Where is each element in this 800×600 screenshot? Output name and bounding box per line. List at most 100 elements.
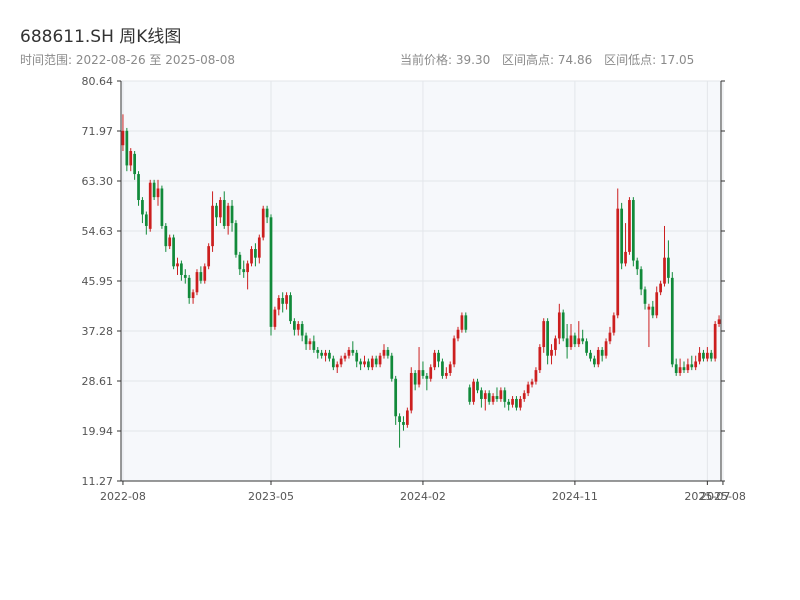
candle-body xyxy=(635,260,639,270)
candle-body xyxy=(281,298,285,304)
candle-body xyxy=(670,277,674,365)
candle xyxy=(464,312,468,333)
candle xyxy=(351,341,355,356)
candle xyxy=(593,355,596,368)
candle-body xyxy=(511,398,514,405)
candle-body xyxy=(698,352,701,362)
candle-body xyxy=(495,396,499,399)
candle-body xyxy=(207,246,211,267)
candle-body xyxy=(577,338,581,345)
candle-body xyxy=(585,341,588,353)
candle xyxy=(281,292,285,313)
candle xyxy=(476,378,479,394)
candle-body xyxy=(526,384,530,394)
candle xyxy=(491,393,495,405)
candle xyxy=(304,332,308,350)
candle-body xyxy=(172,237,175,267)
candle-body xyxy=(491,396,495,402)
candle-body xyxy=(550,349,553,356)
candle xyxy=(378,352,382,368)
candle-body xyxy=(542,321,546,348)
candle xyxy=(468,384,472,405)
x-tick-label: 2024-11 xyxy=(552,490,598,503)
candle xyxy=(195,269,199,296)
candle xyxy=(277,295,281,316)
candle xyxy=(137,171,140,206)
candle-body xyxy=(285,295,288,304)
candle xyxy=(156,179,160,206)
candle xyxy=(717,315,721,327)
candle xyxy=(686,358,690,373)
candle xyxy=(312,335,316,353)
candle xyxy=(596,347,600,368)
candle xyxy=(413,370,417,391)
candle xyxy=(261,205,265,241)
candle xyxy=(620,202,624,270)
candle xyxy=(211,191,214,252)
candle xyxy=(296,321,300,336)
candle xyxy=(187,274,191,304)
chart-title: 688611.SH 周K线图 xyxy=(20,27,182,47)
candle-body xyxy=(293,321,296,330)
candle xyxy=(402,416,405,431)
candle-body xyxy=(359,361,362,365)
candle xyxy=(635,257,639,275)
candle-body xyxy=(300,323,304,336)
candle xyxy=(655,286,659,319)
candle-body xyxy=(476,381,479,391)
candle-body xyxy=(320,352,324,356)
candle-body xyxy=(195,272,199,293)
candle-body xyxy=(230,205,234,224)
candle xyxy=(293,318,296,336)
candle xyxy=(191,289,195,304)
candle-body xyxy=(339,358,343,365)
candle xyxy=(444,367,448,379)
candle xyxy=(359,358,362,371)
candle-body xyxy=(616,208,620,316)
candle-body xyxy=(554,338,557,350)
candle-body xyxy=(515,398,518,408)
candle xyxy=(713,321,717,362)
candle-body xyxy=(678,367,682,373)
candle xyxy=(698,347,701,365)
candle-body xyxy=(460,315,464,330)
candle xyxy=(616,188,620,319)
candle xyxy=(199,266,203,284)
candle-body xyxy=(413,372,417,385)
candle xyxy=(230,200,234,232)
y-tick-label: 45.95 xyxy=(82,275,114,288)
candle xyxy=(316,347,320,359)
candle-body xyxy=(593,358,596,365)
candle-body xyxy=(222,200,226,226)
candle xyxy=(538,344,542,373)
candle xyxy=(441,358,444,379)
candle xyxy=(226,202,230,235)
candle-body xyxy=(628,200,631,252)
candle-body xyxy=(538,347,542,371)
range-low: 区间低点: 17.05 xyxy=(604,53,695,67)
candle-body xyxy=(351,349,355,353)
candle-body xyxy=(589,352,592,359)
candle-body xyxy=(561,312,565,339)
candle xyxy=(589,349,592,362)
candle xyxy=(273,306,277,330)
candle-body xyxy=(144,214,148,226)
candle-body xyxy=(433,352,436,368)
candles xyxy=(121,114,721,448)
candle-body xyxy=(600,349,604,356)
candle xyxy=(335,361,339,373)
candle xyxy=(674,358,678,376)
candle xyxy=(507,398,511,411)
candle xyxy=(339,355,343,368)
candle xyxy=(604,338,608,359)
price-summary: 当前价格: 39.30 区间高点: 74.86 区间低点: 17.05 xyxy=(400,51,702,68)
candle-body xyxy=(273,309,277,327)
candle-body xyxy=(343,355,347,359)
candle xyxy=(554,335,557,356)
candle-body xyxy=(335,364,339,368)
candle xyxy=(643,286,647,310)
candle xyxy=(472,378,475,405)
candle-body xyxy=(152,182,156,198)
date-range: 时间范围: 2022-08-26 至 2025-08-08 xyxy=(20,53,235,67)
candle-body xyxy=(409,372,413,411)
